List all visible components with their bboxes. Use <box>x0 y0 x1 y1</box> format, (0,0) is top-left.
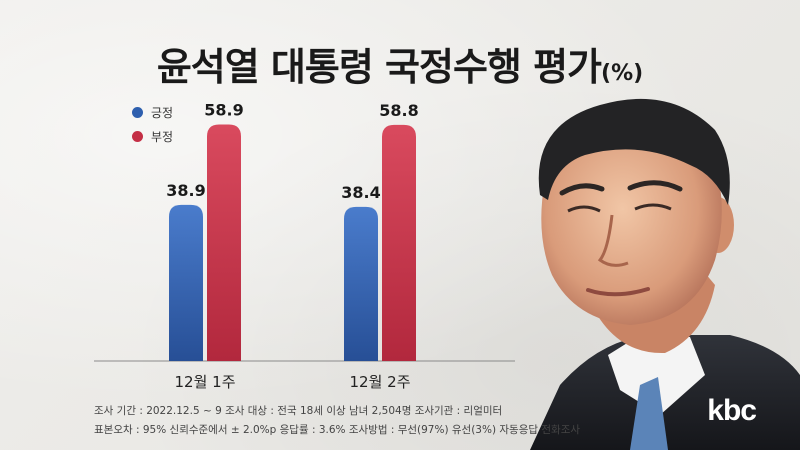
title-text: 윤석열 대통령 국정수행 평가 <box>156 45 602 89</box>
legend-label-negative: 부정 <box>151 129 174 144</box>
category-label-1: 12월 1주 <box>175 373 236 391</box>
bar-negative-1 <box>207 124 241 362</box>
legend-swatch-negative <box>132 130 143 142</box>
title-unit: (%) <box>601 61 644 86</box>
category-label-2: 12월 2주 <box>350 373 411 391</box>
bar-negative-2 <box>382 124 416 361</box>
data-label-positive-1: 38.9 <box>166 181 205 200</box>
person-photo <box>530 98 800 450</box>
page-title: 윤석열 대통령 국정수행 평가(%) <box>0 36 800 91</box>
data-label-negative-1: 58.9 <box>204 101 243 120</box>
survey-notes: 조사 기간 : 2022.12.5 ~ 9 조사 대상 : 전국 18세 이상 … <box>94 402 580 440</box>
survey-note-line-1: 조사 기간 : 2022.12.5 ~ 9 조사 대상 : 전국 18세 이상 … <box>94 405 503 417</box>
data-label-positive-2: 38.4 <box>341 183 380 202</box>
legend-swatch-positive <box>132 106 143 118</box>
bar-positive-1 <box>169 204 203 361</box>
survey-note-line-2: 표본오차 : 95% 신뢰수준에서 ± 2.0%p 응답률 : 3.6% 조사방… <box>94 424 581 436</box>
legend-label-positive: 긍정 <box>151 105 174 120</box>
data-label-negative-2: 58.8 <box>379 101 418 120</box>
legend-item-positive: 긍정 <box>132 100 173 124</box>
bars-group: 38.9 58.9 12월 1주 38.4 58.8 12월 2주 <box>166 101 418 391</box>
broadcaster-logo: kbc <box>707 394 757 427</box>
legend-item-negative: 부정 <box>132 124 173 148</box>
bar-positive-2 <box>344 206 378 361</box>
chart-legend: 긍정 부정 <box>132 100 173 148</box>
